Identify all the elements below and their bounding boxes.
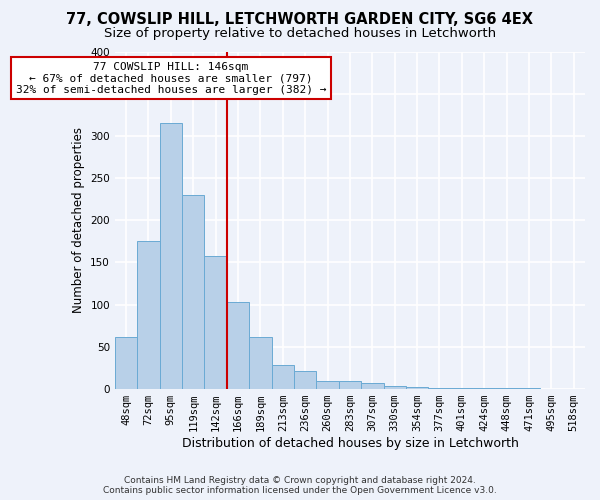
- Bar: [339, 380, 361, 389]
- Bar: [249, 337, 272, 389]
- X-axis label: Distribution of detached houses by size in Letchworth: Distribution of detached houses by size …: [182, 437, 518, 450]
- Bar: [473, 388, 496, 389]
- Bar: [205, 256, 227, 389]
- Bar: [451, 388, 473, 389]
- Text: Size of property relative to detached houses in Letchworth: Size of property relative to detached ho…: [104, 28, 496, 40]
- Bar: [227, 302, 249, 389]
- Text: 77, COWSLIP HILL, LETCHWORTH GARDEN CITY, SG6 4EX: 77, COWSLIP HILL, LETCHWORTH GARDEN CITY…: [67, 12, 533, 28]
- Bar: [182, 195, 205, 389]
- Bar: [496, 388, 518, 389]
- Bar: [428, 388, 451, 389]
- Bar: [383, 386, 406, 389]
- Y-axis label: Number of detached properties: Number of detached properties: [72, 128, 85, 314]
- Bar: [160, 123, 182, 389]
- Text: Contains HM Land Registry data © Crown copyright and database right 2024.
Contai: Contains HM Land Registry data © Crown c…: [103, 476, 497, 495]
- Bar: [115, 337, 137, 389]
- Bar: [316, 382, 339, 389]
- Bar: [294, 370, 316, 389]
- Bar: [518, 388, 540, 389]
- Text: 77 COWSLIP HILL: 146sqm
← 67% of detached houses are smaller (797)
32% of semi-d: 77 COWSLIP HILL: 146sqm ← 67% of detache…: [16, 62, 326, 95]
- Bar: [406, 388, 428, 389]
- Bar: [137, 242, 160, 389]
- Bar: [272, 366, 294, 389]
- Bar: [361, 383, 383, 389]
